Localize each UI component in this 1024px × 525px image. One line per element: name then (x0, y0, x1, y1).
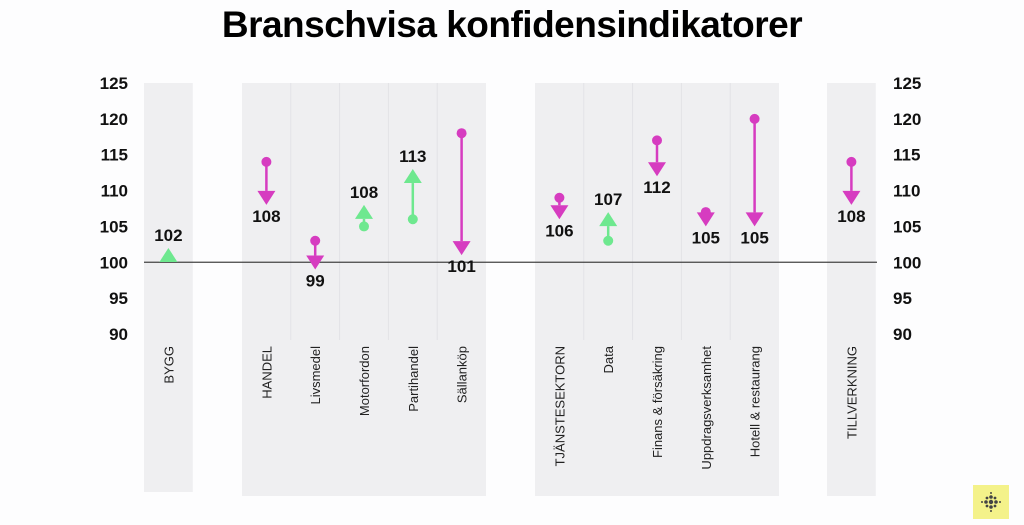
start-dot (652, 135, 662, 146)
category-label: Livsmedel (308, 346, 323, 405)
start-dot (749, 113, 760, 124)
y-tick-left: 95 (109, 289, 128, 308)
y-tick-right: 120 (893, 110, 921, 129)
arrow-down-icon (550, 205, 569, 220)
category-label: Data (601, 345, 616, 373)
start-dot (456, 128, 467, 139)
category-labels: BYGG HANDEL Livsmedel Motorfordon Partihande… (161, 345, 859, 469)
group-panels (144, 83, 876, 496)
y-tick-right: 100 (893, 253, 921, 272)
start-dot (603, 235, 614, 246)
arrow-down-icon (257, 190, 276, 205)
data-label: 99 (306, 271, 325, 290)
data-label: 112 (643, 178, 670, 197)
start-dot (359, 221, 369, 232)
arrow-down-icon (648, 162, 666, 177)
arrow-up-icon (355, 204, 373, 219)
data-label: 108 (252, 207, 280, 226)
category-label: Partihandel (406, 346, 421, 412)
data-label: 105 (740, 228, 768, 247)
arrow-down-icon (842, 190, 861, 205)
group-panel-tillverkning (827, 83, 876, 496)
series-mark: 108 (837, 156, 866, 226)
y-tick-left: 90 (109, 325, 128, 344)
category-label: Sällanköp (455, 346, 470, 403)
arrow-down-icon (696, 212, 715, 227)
arrow-up-icon (159, 247, 178, 262)
series-mark: 107 (594, 190, 622, 246)
data-label: 106 (545, 221, 573, 240)
series-mark: 108 (252, 156, 281, 226)
arrow-up-icon (599, 212, 618, 227)
category-label: Motorfordon (357, 346, 372, 416)
category-label: TILLVERKNING (844, 346, 859, 439)
series-mark: 112 (643, 135, 671, 197)
arrow-down-icon (452, 241, 471, 256)
y-tick-right: 105 (893, 217, 921, 236)
y-axes: 125 125 120 120 115 115 110 110 105 105 100 100 95 95… (100, 74, 922, 344)
arrow-down-icon (745, 212, 764, 227)
series-mark: 113 (399, 147, 427, 225)
start-dot (310, 235, 321, 246)
y-tick-right: 90 (893, 325, 912, 344)
logo-icon (973, 485, 1009, 519)
chart-title: Branschvisa konfidensindikatorer (221, 4, 803, 45)
data-label: 102 (154, 226, 182, 245)
series-mark: 102 (154, 226, 183, 262)
start-dot (407, 214, 418, 225)
category-label: TJÄNSTESEKTORN (552, 346, 567, 466)
start-dot (554, 192, 565, 203)
category-label: Finans & försäkring (650, 346, 665, 458)
data-label: 101 (447, 257, 475, 276)
y-tick-left: 120 (100, 110, 128, 129)
start-dot (261, 156, 272, 167)
group-panel-handel (242, 83, 486, 496)
group-panel-bygg (144, 83, 193, 492)
data-label: 107 (594, 190, 622, 209)
category-label: Hotell & restaurang (748, 346, 763, 457)
series-mark: 105 (692, 207, 720, 247)
category-label: BYGG (161, 346, 176, 384)
y-tick-right: 115 (893, 146, 920, 165)
y-tick-right: 95 (893, 289, 912, 308)
y-tick-right: 110 (893, 182, 920, 201)
series-mark: 101 (447, 128, 476, 276)
series-mark: 108 (350, 183, 378, 232)
data-label: 105 (692, 228, 720, 247)
data-label: 113 (399, 147, 426, 166)
y-tick-right: 125 (893, 74, 921, 93)
series-mark: 105 (740, 113, 769, 247)
y-tick-left: 110 (101, 182, 128, 201)
category-label: Uppdragsverksamhet (699, 346, 714, 470)
y-tick-left: 125 (100, 74, 128, 93)
data-label: 108 (837, 207, 865, 226)
arrow-up-icon (403, 169, 422, 184)
series-mark: 106 (545, 192, 574, 240)
y-tick-left: 115 (101, 146, 128, 165)
start-dot (846, 156, 857, 167)
category-label: HANDEL (259, 346, 274, 399)
y-tick-left: 100 (100, 253, 128, 272)
y-tick-left: 105 (100, 217, 128, 236)
arrow-down-icon (306, 255, 325, 270)
data-label: 108 (350, 183, 378, 202)
series-mark: 99 (306, 235, 325, 290)
marks: 102 108 99 108 113 101 106 107 112 105 105 108 (154, 113, 866, 290)
